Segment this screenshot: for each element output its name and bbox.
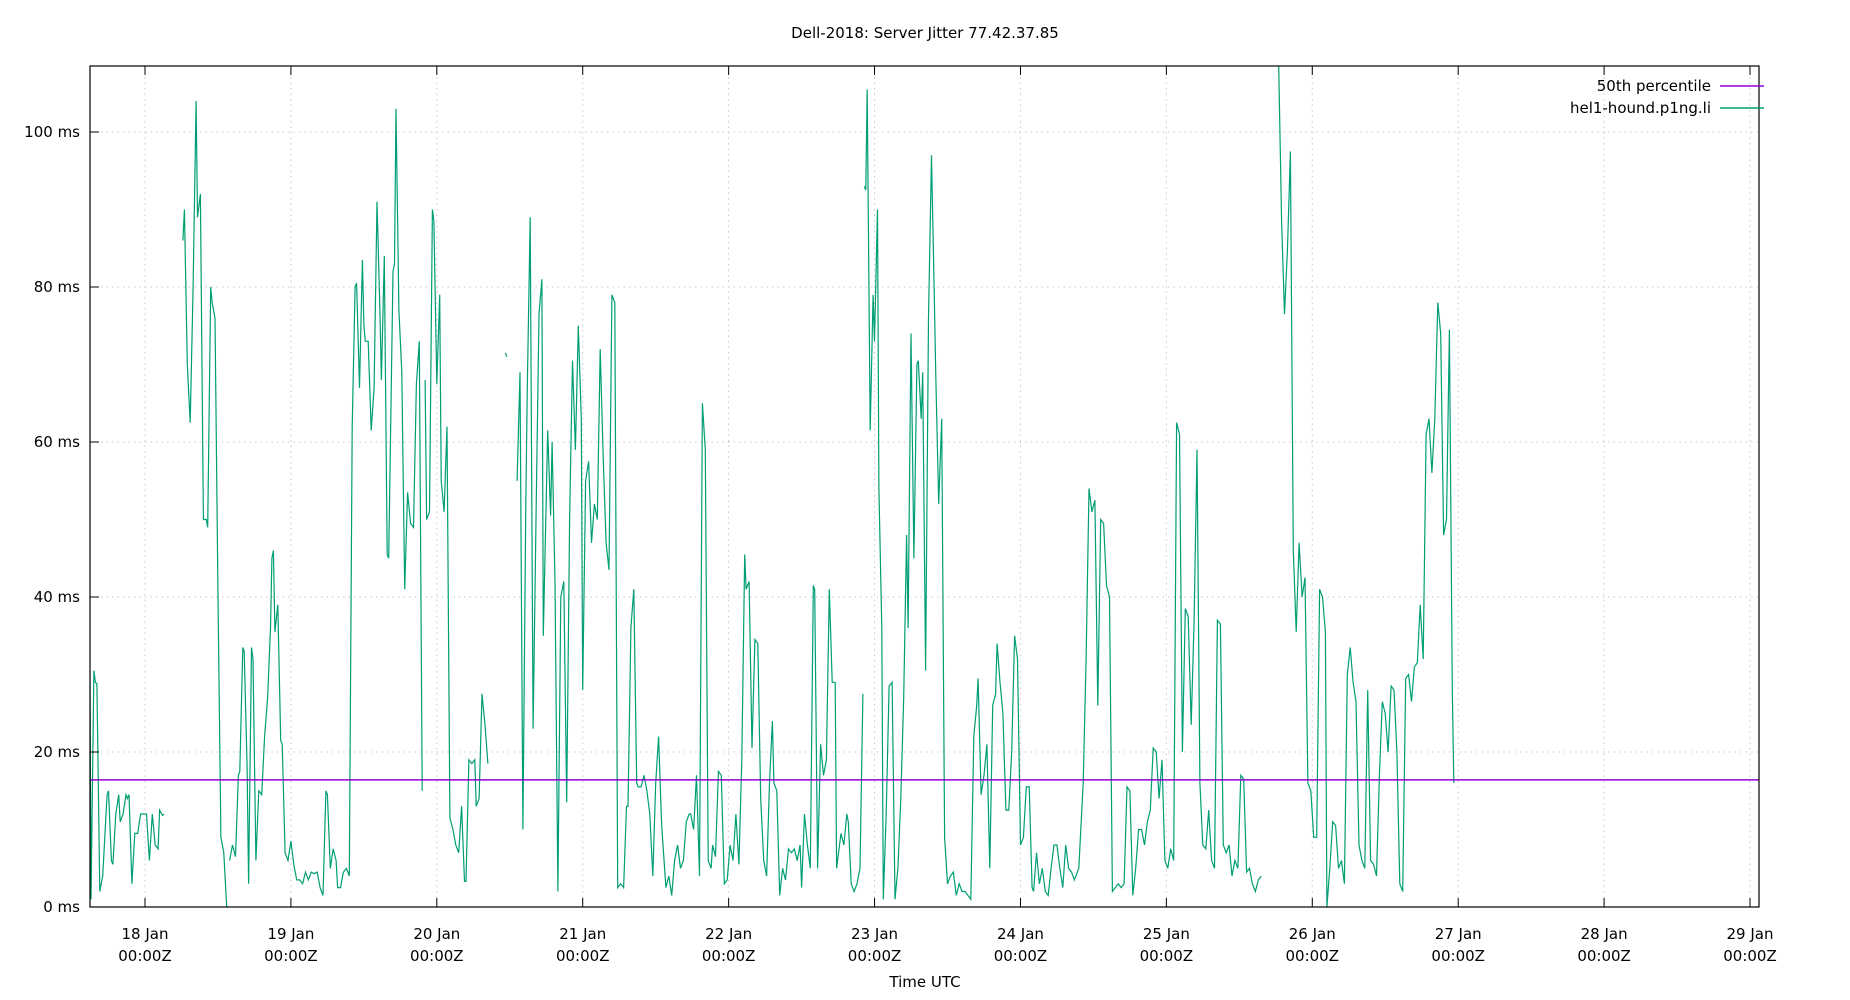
legend-label-percentile: 50th percentile	[1597, 77, 1711, 95]
series-line	[424, 209, 489, 883]
x-tick-time: 00:00Z	[1431, 947, 1485, 965]
x-axis-label: Time UTC	[888, 973, 960, 991]
x-tick-label: 28 Jan	[1581, 925, 1628, 943]
x-tick-label: 23 Jan	[851, 925, 898, 943]
x-tick-label: 19 Jan	[267, 925, 314, 943]
y-tick-label: 100 ms	[24, 123, 80, 141]
legend: 50th percentile hel1-hound.p1ng.li	[1570, 77, 1764, 117]
series-line	[182, 100, 228, 907]
grid-lines	[90, 66, 1759, 907]
x-tick-time: 00:00Z	[264, 947, 318, 965]
y-tick-label: 40 ms	[34, 588, 80, 606]
x-tick-label: 21 Jan	[559, 925, 606, 943]
series-line	[863, 89, 1262, 902]
series-line	[1278, 66, 1455, 907]
x-tick-time: 00:00Z	[848, 947, 902, 965]
y-tick-label: 60 ms	[34, 433, 80, 451]
series-line	[90, 596, 165, 900]
x-tick-label: 20 Jan	[413, 925, 460, 943]
x-tick-time: 00:00Z	[118, 947, 172, 965]
y-tick-label: 20 ms	[34, 743, 80, 761]
x-tick-time: 00:00Z	[1723, 947, 1777, 965]
x-tick-time: 00:00Z	[410, 947, 464, 965]
x-tick-label: 22 Jan	[705, 925, 752, 943]
x-tick-time: 00:00Z	[994, 947, 1048, 965]
x-tick-label: 18 Jan	[122, 925, 169, 943]
y-axis: 0 ms 20 ms 40 ms 60 ms 80 ms 100 ms	[24, 123, 99, 916]
plot-area	[90, 66, 1759, 907]
x-tick-time: 00:00Z	[556, 947, 610, 965]
y-tick-label: 0 ms	[43, 898, 80, 916]
x-tick-time: 00:00Z	[1286, 947, 1340, 965]
x-tick-time: 00:00Z	[1140, 947, 1194, 965]
x-tick-label: 24 Jan	[997, 925, 1044, 943]
x-tick-label: 25 Jan	[1143, 925, 1190, 943]
series-line	[504, 352, 508, 358]
legend-label-series: hel1-hound.p1ng.li	[1570, 99, 1711, 117]
x-tick-label: 27 Jan	[1435, 925, 1482, 943]
series-line	[516, 217, 864, 896]
series-line	[229, 108, 423, 896]
x-axis: 18 Jan 00:00Z 19 Jan 00:00Z 20 Jan 00:00Z 21 J…	[118, 66, 1777, 965]
y-tick-label: 80 ms	[34, 278, 80, 296]
plot-frame	[89, 65, 1760, 908]
x-tick-label: 26 Jan	[1289, 925, 1336, 943]
chart-title: Dell-2018: Server Jitter 77.42.37.85	[791, 24, 1059, 42]
x-tick-time: 00:00Z	[702, 947, 756, 965]
x-tick-label: 29 Jan	[1727, 925, 1774, 943]
x-tick-time: 00:00Z	[1577, 947, 1631, 965]
